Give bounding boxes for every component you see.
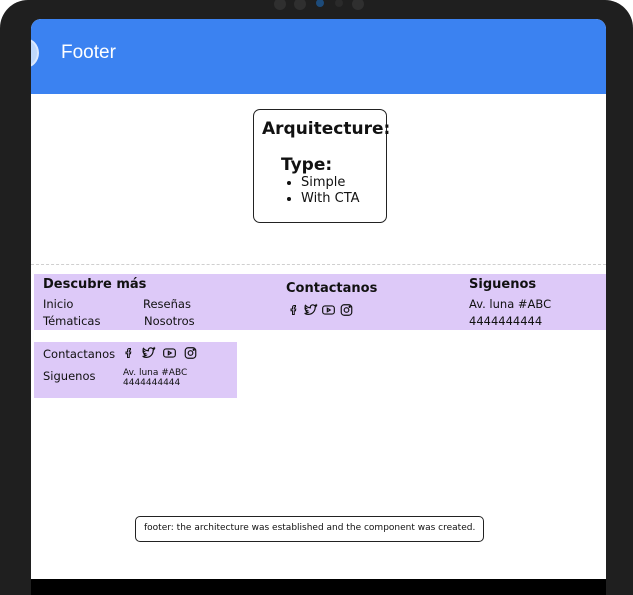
footer-wide: Descubre más Inicio Reseñas Tématicas No… xyxy=(34,274,606,330)
camera-dot xyxy=(294,0,306,10)
list-item: With CTA xyxy=(301,191,360,207)
footer-label-contact: Contactanos xyxy=(43,347,116,361)
architecture-title: Arquitecture: xyxy=(262,119,391,139)
twitter-icon[interactable] xyxy=(303,303,318,317)
app-bar: Footer xyxy=(31,19,606,94)
social-icons xyxy=(123,346,198,360)
address-text: Av. luna #ABC xyxy=(469,297,552,311)
footer-heading-contact: Contactanos xyxy=(286,281,378,296)
phone-text: 4444444444 xyxy=(469,314,543,328)
camera-dot xyxy=(335,0,343,7)
footer-label-follow: Siguenos xyxy=(43,369,96,383)
type-list: Simple With CTA xyxy=(301,175,360,207)
footer-link-tematicas[interactable]: Tématicas xyxy=(43,314,101,328)
screen: Footer Arquitecture: Type: Simple With C… xyxy=(31,19,606,595)
list-item: Simple xyxy=(301,175,360,191)
type-label: Type: xyxy=(281,155,333,175)
description-note: footer: the architecture was established… xyxy=(135,516,484,542)
instagram-icon[interactable] xyxy=(183,346,198,360)
social-icons xyxy=(288,303,354,317)
address-text: Av. luna #ABC xyxy=(123,368,188,378)
facebook-icon[interactable] xyxy=(288,303,300,317)
footer-heading-discover: Descubre más xyxy=(43,277,147,292)
camera-lens xyxy=(316,0,324,7)
youtube-icon[interactable] xyxy=(321,303,336,317)
camera-dot xyxy=(274,0,286,10)
note-text: footer: the architecture was established… xyxy=(144,523,476,533)
footer-link-resenas[interactable]: Reseñas xyxy=(143,297,191,311)
bottom-bar xyxy=(31,579,606,595)
footer-compact: Contactanos Siguenos Av. luna #ABC 44444… xyxy=(34,342,237,398)
camera-dot xyxy=(352,0,364,10)
footer-link-nosotros[interactable]: Nosotros xyxy=(144,314,195,328)
twitter-icon[interactable] xyxy=(141,346,156,360)
facebook-icon[interactable] xyxy=(123,346,135,360)
footer-link-inicio[interactable]: Inicio xyxy=(43,297,74,311)
phone-text: 4444444444 xyxy=(123,378,181,388)
architecture-card: Arquitecture: Type: Simple With CTA xyxy=(253,109,391,223)
divider xyxy=(31,264,606,265)
youtube-icon[interactable] xyxy=(162,346,177,360)
avatar[interactable] xyxy=(31,38,39,68)
instagram-icon[interactable] xyxy=(339,303,354,317)
page-title: Footer xyxy=(61,42,116,63)
footer-heading-follow: Siguenos xyxy=(469,277,537,292)
